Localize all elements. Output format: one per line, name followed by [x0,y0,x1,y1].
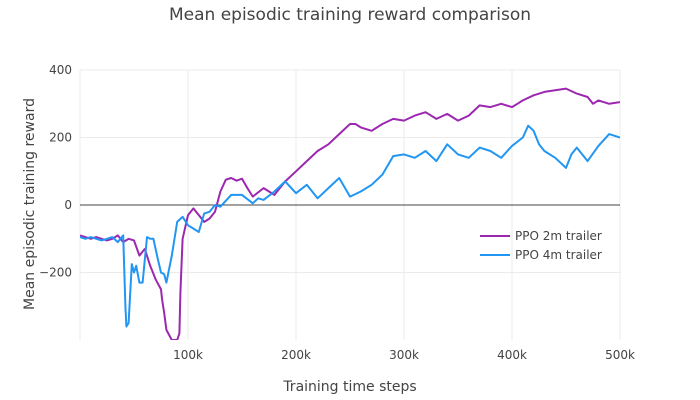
x-tick-label: 200k [281,348,311,362]
chart-title: Mean episodic training reward comparison [169,5,531,25]
series-lines [80,87,620,340]
y-axis-title: Mean episodic training reward [22,98,38,310]
x-tick-label: 100k [173,348,203,362]
legend: PPO 2m trailer PPO 4m trailer [480,229,602,262]
series-line-1 [80,87,620,340]
legend-label-1: PPO 2m trailer [515,229,602,243]
x-tick-label: 500k [605,348,635,362]
x-tick-label: 400k [497,348,527,362]
x-tick-label: 300k [389,348,419,362]
x-axis-title: Training time steps [282,379,416,395]
y-tick-label: 0 [64,198,72,212]
legend-label-2: PPO 4m trailer [515,248,602,262]
y-tick-label: 200 [49,131,72,145]
y-axis-ticks: −200 0 200 400 [39,63,72,280]
series-line-2 [80,124,620,328]
x-axis-ticks: 100k 200k 300k 400k 500k [173,348,635,362]
y-tick-label: −200 [39,266,72,280]
y-tick-label: 400 [49,63,72,77]
